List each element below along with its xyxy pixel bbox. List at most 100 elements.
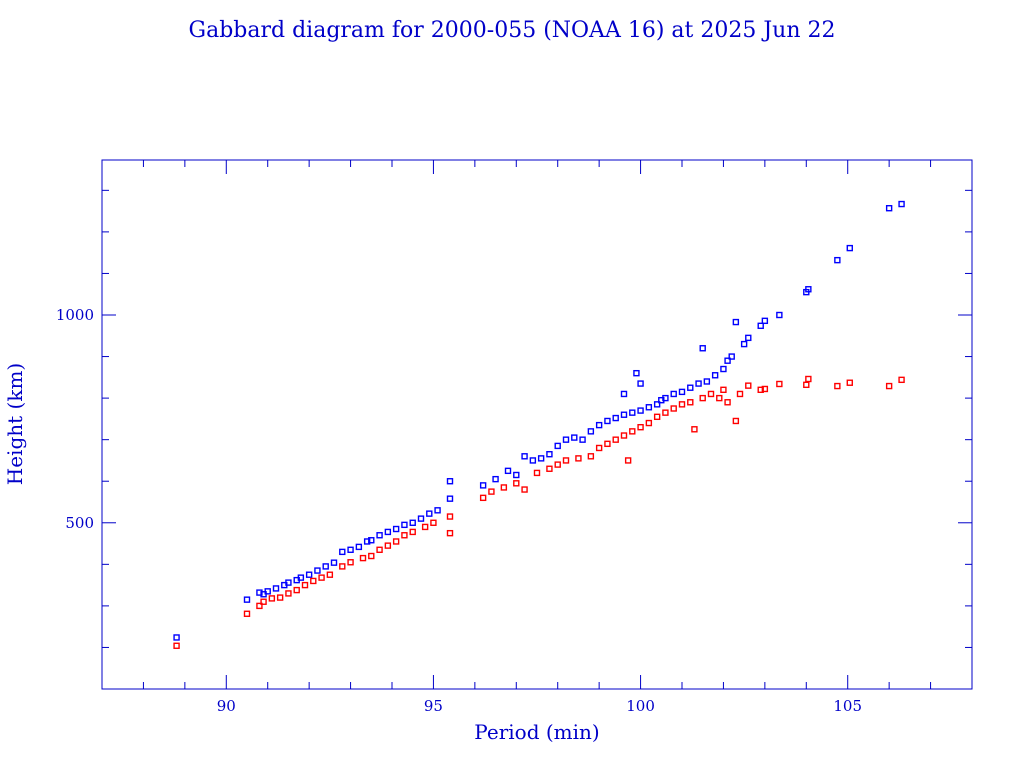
apogee-point — [898, 200, 905, 208]
apogee-point — [368, 537, 375, 544]
apogee-point — [504, 467, 512, 475]
perigee-point — [645, 419, 653, 427]
apogee-point — [521, 453, 528, 460]
perigee-point — [376, 546, 383, 553]
perigee-point — [805, 375, 812, 383]
perigee-point — [736, 390, 744, 398]
perigee-point — [500, 484, 508, 491]
apogee-point — [537, 455, 545, 462]
x-tick-label: 100 — [626, 697, 655, 715]
x-axis-label: Period (min) — [474, 720, 599, 744]
apogee-point — [446, 495, 454, 502]
apogee-point — [513, 471, 520, 479]
perigee-point — [699, 394, 706, 402]
apogee-point — [297, 574, 305, 581]
apogee-point — [272, 585, 280, 592]
apogee-point — [761, 317, 769, 325]
apogee-point — [417, 515, 425, 522]
apogee-point — [595, 421, 603, 429]
apogee-point — [612, 414, 619, 422]
plot-frame — [101, 159, 973, 690]
perigee-point — [620, 432, 628, 439]
apogee-point — [579, 436, 586, 443]
apogee-point — [554, 442, 561, 450]
perigee-point — [761, 385, 769, 393]
apogee-point — [446, 478, 454, 485]
apogee-point — [805, 286, 812, 293]
y-tick-label: 1000 — [56, 306, 94, 324]
perigee-point — [670, 405, 677, 412]
perigee-point — [885, 382, 893, 390]
series-apogee — [173, 200, 905, 641]
apogee-point — [305, 571, 313, 578]
perigee-point — [256, 602, 263, 610]
apogee-point — [699, 345, 706, 352]
apogee-point — [670, 390, 677, 398]
perigee-point — [310, 577, 317, 585]
apogee-point — [620, 390, 628, 398]
perigee-point — [430, 519, 437, 526]
apogee-point — [376, 532, 383, 539]
perigee-point — [691, 426, 698, 433]
apogee-point — [732, 318, 740, 326]
apogee-point — [776, 311, 783, 319]
axis-ticks — [101, 160, 973, 690]
apogee-point — [571, 434, 578, 441]
perigee-point — [612, 436, 619, 443]
apogee-point — [314, 567, 321, 574]
perigee-point — [707, 390, 715, 398]
perigee-point — [653, 413, 661, 421]
perigee-point — [285, 590, 292, 597]
perigee-point — [173, 642, 180, 649]
perigee-point — [409, 528, 416, 536]
perigee-point — [384, 542, 392, 549]
perigee-point — [678, 401, 686, 408]
perigee-point — [479, 494, 487, 502]
perigee-point — [595, 444, 603, 452]
perigee-point — [624, 457, 632, 464]
apogee-point — [695, 380, 702, 387]
perigee-point — [776, 380, 783, 388]
perigee-point — [846, 379, 853, 386]
apogee-point — [703, 378, 711, 385]
apogee-point — [662, 394, 669, 402]
apogee-point — [426, 510, 433, 517]
apogee-point — [604, 417, 611, 425]
apogee-point — [434, 507, 441, 514]
perigee-point — [575, 455, 582, 462]
perigee-point — [562, 457, 570, 464]
perigee-point — [637, 424, 644, 431]
perigee-point — [301, 581, 309, 589]
perigee-point — [326, 571, 334, 578]
apogee-point — [355, 543, 363, 551]
tick-labels: 90 95 100 105 500 1000 — [56, 306, 862, 715]
data-points — [173, 200, 905, 649]
apogee-point — [653, 401, 661, 408]
perigee-point — [745, 382, 752, 389]
y-tick-label: 500 — [65, 514, 94, 532]
perigee-point — [757, 386, 764, 394]
perigee-point — [716, 394, 723, 402]
apogee-point — [363, 538, 371, 545]
perigee-point — [604, 440, 611, 448]
apogee-point — [885, 205, 893, 212]
apogee-point — [637, 380, 644, 387]
apogee-point — [757, 322, 764, 330]
apogee-point — [529, 457, 537, 464]
perigee-point — [803, 381, 810, 389]
perigee-point — [546, 465, 553, 472]
apogee-point — [637, 407, 644, 414]
perigee-point — [724, 399, 731, 406]
perigee-point — [554, 461, 561, 468]
apogee-point — [384, 528, 392, 536]
apogee-point — [401, 521, 408, 529]
y-axis-label: Height (km) — [3, 363, 27, 485]
apogee-point — [330, 559, 338, 566]
perigee-point — [276, 594, 284, 601]
perigee-point — [359, 554, 367, 562]
apogee-point — [645, 404, 653, 411]
apogee-point — [322, 563, 329, 570]
apogee-point — [724, 357, 731, 364]
x-tick-label: 90 — [217, 697, 236, 715]
apogee-point — [633, 369, 640, 377]
